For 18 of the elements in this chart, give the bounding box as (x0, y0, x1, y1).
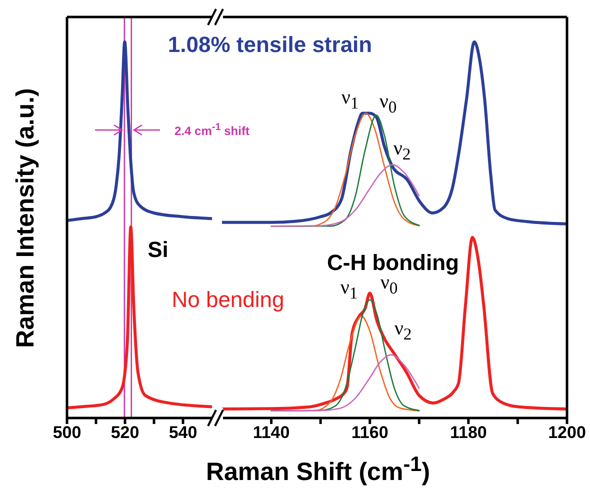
series-label: No bending (172, 287, 284, 312)
series-label: 1.08% tensile strain (168, 32, 372, 57)
x-tick-label: 1200 (548, 423, 586, 442)
x-tick-label: 540 (168, 423, 198, 442)
annotation: Si (148, 237, 168, 262)
x-tick-label: 1140 (252, 423, 290, 442)
annotation: ν$_{2}$ (393, 138, 411, 164)
x-tick-label: 500 (52, 423, 82, 442)
y-axis-title: Raman Intensity (a.u.) (12, 88, 40, 348)
annotation: ν$_{1}$ (340, 276, 358, 303)
annotation: ν$_{2}$ (394, 318, 412, 344)
annotation: 2.4 cm$^{-1}$ shift (174, 122, 250, 138)
x-tick-label: 1160 (351, 423, 388, 442)
x-tick-label: 1180 (450, 423, 487, 442)
annotation: ν$_{0}$ (379, 90, 397, 117)
annotation: ν$_{1}$ (341, 86, 359, 113)
x-tick-label: 520 (110, 423, 140, 442)
x-axis-title: Raman Shift (cm$^{-1}$) (206, 452, 430, 486)
